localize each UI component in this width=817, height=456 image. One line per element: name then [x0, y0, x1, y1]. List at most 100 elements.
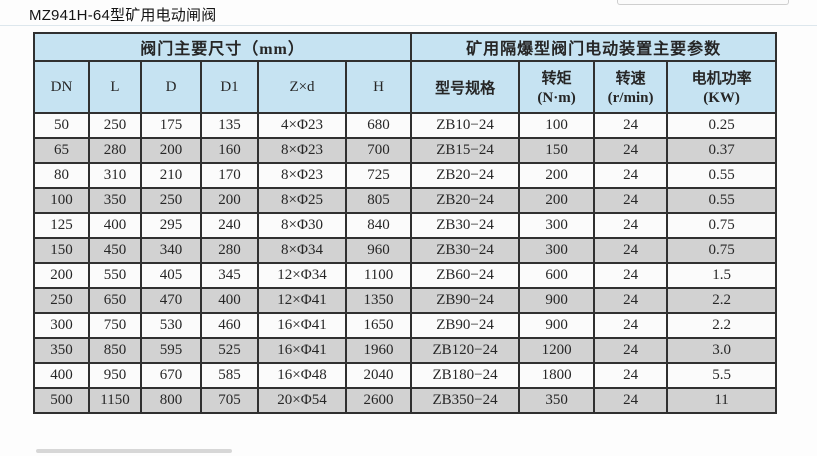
cell-h: 1350 — [344, 287, 413, 314]
cell-dn: 250 — [33, 287, 90, 314]
table-row: 350 850 595 525 16×Φ41 1960 ZB120−24 120… — [33, 337, 778, 364]
cell-zxd: 8×Φ30 — [257, 212, 347, 239]
cell-speed: 24 — [593, 237, 669, 264]
cell-d: 200 — [140, 137, 202, 164]
cell-torque: 300 — [518, 237, 596, 264]
col-header-h: H — [344, 60, 413, 114]
valve-spec-table: 阀门主要尺寸（mm） 矿用隔爆型阀门电动装置主要参数 DN L D D1 Z×d… — [32, 32, 778, 414]
cell-dn: 200 — [33, 262, 90, 289]
cell-power: 11 — [666, 387, 778, 414]
cell-model: ZB20−24 — [410, 187, 521, 214]
cell-speed: 24 — [593, 262, 669, 289]
cropped-top-ui-remnant — [617, 0, 789, 5]
cell-power: 3.0 — [666, 337, 778, 364]
cell-l: 400 — [88, 212, 142, 239]
cell-speed: 24 — [593, 187, 669, 214]
cell-model: ZB180−24 — [410, 362, 521, 389]
cell-d: 670 — [140, 362, 202, 389]
col-header-speed: 转速 (r/min) — [593, 60, 669, 114]
cell-torque: 600 — [518, 262, 596, 289]
table-row: 50 250 175 135 4×Φ23 680 ZB10−24 100 24 … — [33, 112, 778, 139]
cell-d: 175 — [140, 112, 202, 139]
table-row: 500 1150 800 705 20×Φ54 2600 ZB350−24 35… — [33, 387, 778, 414]
cell-model: ZB90−24 — [410, 287, 521, 314]
cell-d: 250 — [140, 187, 202, 214]
cell-l: 550 — [88, 262, 142, 289]
cell-zxd: 8×Φ25 — [257, 187, 347, 214]
section-header-row: 阀门主要尺寸（mm） 矿用隔爆型阀门电动装置主要参数 — [32, 32, 778, 62]
cell-zxd: 8×Φ23 — [257, 162, 347, 189]
cell-power: 0.55 — [666, 162, 778, 189]
table-row: 100 350 250 200 8×Φ25 805 ZB20−24 200 24… — [33, 187, 778, 214]
table-row: 125 400 295 240 8×Φ30 840 ZB30−24 300 24… — [33, 212, 778, 239]
cell-d: 530 — [140, 312, 202, 339]
cell-l: 650 — [88, 287, 142, 314]
cell-l: 850 — [88, 337, 142, 364]
cell-power: 1.5 — [666, 262, 778, 289]
cell-torque: 900 — [518, 312, 596, 339]
cell-speed: 24 — [593, 112, 669, 139]
table-row: 300 750 530 460 16×Φ41 1650 ZB90−24 900 … — [33, 312, 778, 339]
section-header-actuator: 矿用隔爆型阀门电动装置主要参数 — [410, 32, 778, 62]
col-header-speed-label: 转速 — [615, 71, 646, 87]
cell-l: 350 — [88, 187, 142, 214]
table-row: 400 950 670 585 16×Φ48 2040 ZB180−24 180… — [33, 362, 778, 389]
cell-speed: 24 — [593, 362, 669, 389]
cell-speed: 24 — [593, 387, 669, 414]
cell-d1: 135 — [200, 112, 259, 139]
cell-torque: 200 — [518, 187, 596, 214]
title-underline-divider — [0, 25, 817, 26]
cell-zxd: 8×Φ34 — [257, 237, 347, 264]
table-body: 50 250 175 135 4×Φ23 680 ZB10−24 100 24 … — [33, 112, 778, 414]
cell-d1: 345 — [200, 262, 259, 289]
cell-d1: 400 — [200, 287, 259, 314]
cell-dn: 350 — [33, 337, 90, 364]
cell-d1: 525 — [200, 337, 259, 364]
cell-h: 1650 — [344, 312, 413, 339]
cell-power: 0.75 — [666, 212, 778, 239]
cell-torque: 900 — [518, 287, 596, 314]
table-row: 80 310 210 170 8×Φ23 725 ZB20−24 200 24 … — [33, 162, 778, 189]
cell-dn: 80 — [33, 162, 90, 189]
cell-zxd: 8×Φ23 — [257, 137, 347, 164]
cell-speed: 24 — [593, 312, 669, 339]
cropped-bottom-text-remnant — [36, 449, 232, 453]
col-header-power-unit: (KW) — [703, 90, 740, 106]
cell-h: 840 — [344, 212, 413, 239]
cell-d1: 200 — [200, 187, 259, 214]
cell-power: 0.25 — [666, 112, 778, 139]
col-header-torque-label: 转矩 — [541, 71, 572, 87]
table-row: 65 280 200 160 8×Φ23 700 ZB15−24 150 24 … — [33, 137, 778, 164]
cell-l: 310 — [88, 162, 142, 189]
cell-power: 5.5 — [666, 362, 778, 389]
cell-d1: 705 — [200, 387, 259, 414]
cell-torque: 350 — [518, 387, 596, 414]
cell-d: 210 — [140, 162, 202, 189]
cell-torque: 200 — [518, 162, 596, 189]
cell-h: 960 — [344, 237, 413, 264]
cell-model: ZB60−24 — [410, 262, 521, 289]
cell-model: ZB120−24 — [410, 337, 521, 364]
cell-speed: 24 — [593, 137, 669, 164]
cell-d1: 585 — [200, 362, 259, 389]
cell-h: 725 — [344, 162, 413, 189]
cell-h: 1100 — [344, 262, 413, 289]
cell-dn: 125 — [33, 212, 90, 239]
cell-zxd: 16×Φ41 — [257, 312, 347, 339]
col-header-power: 电机功率 (KW) — [666, 60, 778, 114]
cell-power: 2.2 — [666, 312, 778, 339]
cell-d1: 280 — [200, 237, 259, 264]
cell-model: ZB30−24 — [410, 237, 521, 264]
cell-model: ZB90−24 — [410, 312, 521, 339]
table-row: 250 650 470 400 12×Φ41 1350 ZB90−24 900 … — [33, 287, 778, 314]
col-header-d: D — [140, 60, 202, 114]
cell-dn: 50 — [33, 112, 90, 139]
cell-h: 2040 — [344, 362, 413, 389]
cell-h: 680 — [344, 112, 413, 139]
cell-d: 405 — [140, 262, 202, 289]
cell-dn: 150 — [33, 237, 90, 264]
col-header-l: L — [88, 60, 142, 114]
cell-d: 470 — [140, 287, 202, 314]
cell-l: 750 — [88, 312, 142, 339]
column-header-row: DN L D D1 Z×d H 型号规格 转矩 (N·m) 转速 (r/min)… — [33, 60, 778, 114]
